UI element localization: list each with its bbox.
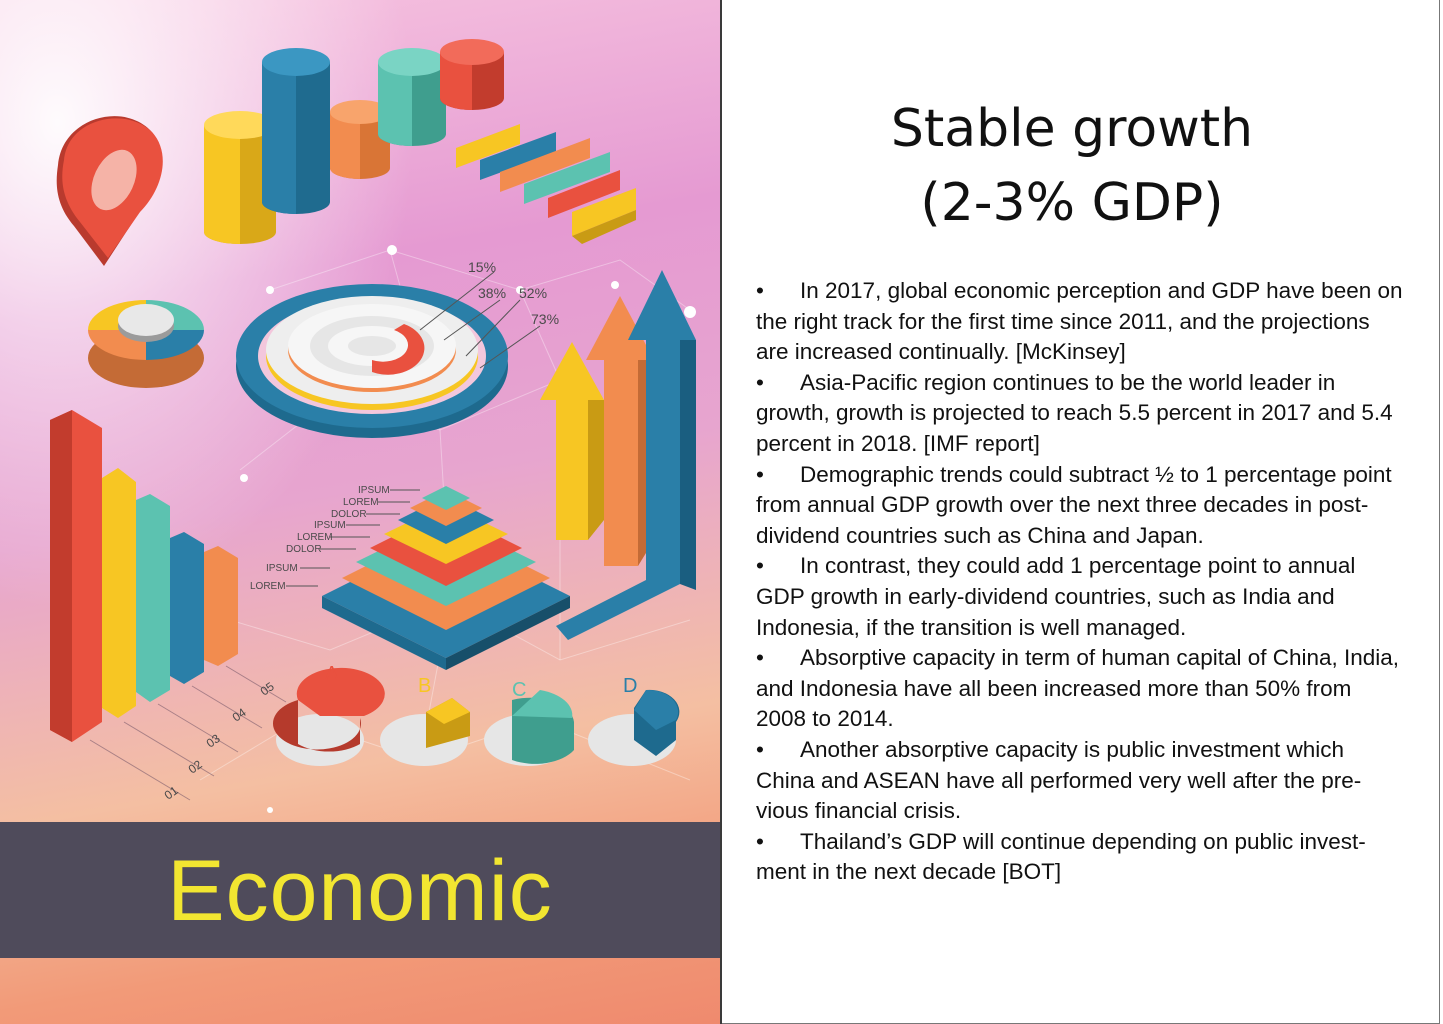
- heading-line-1: Stable growth: [890, 99, 1254, 159]
- bullet-item: • Demographic trends could subtract ½ to …: [756, 460, 1406, 552]
- bullet-text: Asia-Pacific region continues to be the …: [756, 369, 1393, 456]
- bullet-text: Demographic trends could subtract ½ to 1…: [756, 461, 1392, 548]
- pyramid-label-8: LOREM: [250, 581, 286, 592]
- axis-tick-05: 05: [258, 679, 277, 698]
- pyramid-label-7: IPSUM: [266, 563, 298, 574]
- bullet-marker: •: [756, 828, 764, 854]
- pie-label-b: B: [418, 675, 431, 697]
- cylinder-orange: [330, 100, 390, 179]
- pie-label-d: D: [623, 675, 637, 697]
- bullet-list: • In 2017, global economic perception and…: [756, 276, 1406, 888]
- bullet-marker: •: [756, 461, 764, 487]
- bullet-text: In 2017, global economic perception and …: [756, 278, 1403, 365]
- ring-label-38: 38%: [478, 285, 506, 301]
- pyramid-label-4: IPSUM: [314, 520, 346, 531]
- pyramid-label-5: LOREM: [297, 532, 333, 543]
- arrow-blue-icon: [556, 270, 696, 640]
- pie-a: A: [272, 663, 385, 766]
- infographic-illustration: 15% 38% 52% 73%: [50, 39, 696, 813]
- cover-title-banner: Economic: [0, 822, 720, 958]
- cover-title: Economic: [167, 843, 553, 939]
- page-divider: [720, 0, 722, 1024]
- bullet-marker: •: [756, 736, 764, 762]
- pie-label-c: C: [512, 679, 526, 701]
- cylinder-teal: [378, 48, 446, 146]
- heading-line-2: (2-3% GDP): [920, 173, 1224, 233]
- ring-chart: 15% 38% 52% 73%: [236, 259, 559, 438]
- bullet-text: Thailand’s GDP will continue depending o…: [756, 828, 1366, 885]
- axis-tick-01: 01: [162, 783, 181, 802]
- ring-label-15: 15%: [468, 259, 496, 275]
- bullet-item: • Thailand’s GDP will continue depending …: [756, 827, 1406, 888]
- pie-label-a: A: [325, 663, 339, 685]
- cover-panel: 15% 38% 52% 73%: [0, 0, 720, 1024]
- small-donut: [88, 300, 204, 388]
- pyramid-label-3: DOLOR: [331, 509, 367, 520]
- ring-label-52: 52%: [519, 285, 547, 301]
- arrow-yellow-icon: [540, 342, 604, 540]
- axis-tick-03: 03: [204, 731, 223, 750]
- pyramid-label-1: IPSUM: [358, 485, 390, 496]
- pyramid-label-6: DOLOR: [286, 544, 322, 555]
- pie-b: B: [380, 675, 470, 766]
- bullet-marker: •: [756, 369, 764, 395]
- layered-pyramid: IPSUM LOREM DOLOR IPSUM LOREM DOLOR IPSU…: [250, 485, 570, 670]
- bullet-item: • Asia-Pacific region continues to be the…: [756, 368, 1406, 460]
- bullet-item: • Another absorptive capacity is public i…: [756, 735, 1406, 827]
- bullet-text: Absorptive capacity in term of human cap…: [756, 645, 1400, 732]
- pie-d: D: [588, 675, 680, 766]
- bullet-item: • Absorptive capacity in term of human ca…: [756, 643, 1406, 735]
- bullet-item: • In 2017, global economic perception and…: [756, 276, 1406, 368]
- bar-chart-3d: 01 02 03 04 05: [50, 410, 287, 802]
- article-panel: Stable growth (2-3% GDP) • In 2017, globa…: [722, 0, 1440, 1024]
- bullet-text: Another absorptive capacity is public in…: [756, 736, 1362, 824]
- bullet-text: In contrast, they could add 1 percentage…: [756, 553, 1356, 640]
- map-pin-icon: [56, 116, 163, 266]
- pie-c: C: [484, 679, 574, 766]
- cylinder-blue: [262, 48, 330, 214]
- bullet-marker: •: [756, 553, 764, 579]
- pyramid-label-2: LOREM: [343, 497, 379, 508]
- cylinder-red: [440, 39, 504, 110]
- axis-tick-02: 02: [186, 757, 205, 776]
- stacked-bars: [456, 124, 636, 244]
- article-heading: Stable growth (2-3% GDP): [722, 92, 1422, 240]
- bullet-item: • In contrast, they could add 1 percentag…: [756, 551, 1406, 643]
- bullet-marker: •: [756, 645, 764, 671]
- bullet-marker: •: [756, 278, 764, 303]
- ring-label-73: 73%: [531, 311, 559, 327]
- axis-tick-04: 04: [230, 705, 249, 724]
- cylinder-yellow: [204, 111, 276, 244]
